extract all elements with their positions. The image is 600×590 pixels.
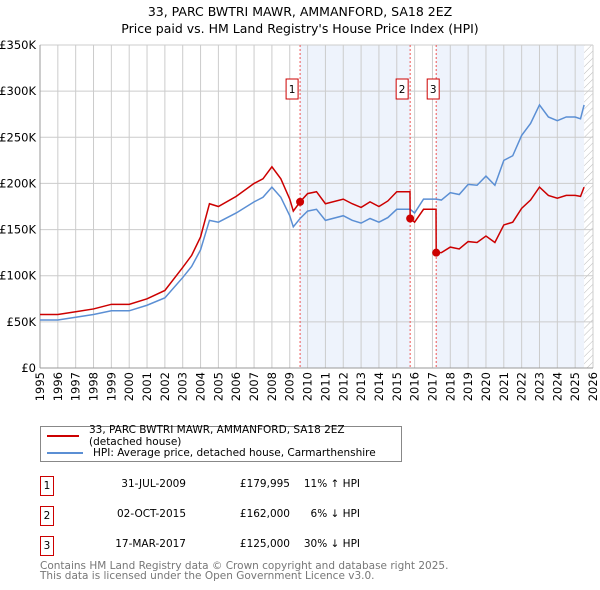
series-line: [40, 103, 585, 321]
table-row: 1 31-JUL-2009 £179,995 11% ↑ HPI: [40, 476, 440, 498]
x-tick-label: 2017: [425, 372, 439, 401]
sale-number-box: [285, 78, 299, 100]
sale-point: [296, 197, 305, 206]
x-tick-label: 2026: [586, 372, 600, 401]
legend-item-property: 33, PARC BWTRI MAWR, AMMANFORD, SA18 2EZ…: [47, 424, 401, 448]
sale-number-box: [426, 78, 440, 100]
legend: 33, PARC BWTRI MAWR, AMMANFORD, SA18 2EZ…: [40, 424, 402, 462]
x-tick-label: 2018: [443, 372, 457, 401]
x-tick-label: 2002: [158, 372, 172, 401]
y-tick-label: £50K: [7, 315, 37, 329]
legend-item-hpi: HPI: Average price, detached house, Carm…: [47, 445, 376, 461]
footer-copyright: Contains HM Land Registry data © Crown c…: [40, 560, 449, 572]
y-tick-label: £200K: [0, 176, 36, 190]
forecast-hatch: [584, 45, 593, 368]
price-chart: £0 £50K £100K £150K £200K £250K £300K £350K 1995…: [0, 38, 600, 401]
x-tick-label: 2003: [176, 372, 190, 401]
sale-point: [406, 214, 415, 223]
x-tick-label: 2020: [479, 372, 493, 401]
x-tick-label: 2022: [515, 372, 529, 401]
y-tick-label: £100K: [0, 269, 36, 283]
red-line-swatch: [47, 435, 79, 437]
legend-label: 33, PARC BWTRI MAWR, AMMANFORD, SA18 2EZ…: [88, 424, 345, 448]
sale-number-label: 2: [399, 84, 406, 96]
x-tick-label: 1997: [69, 372, 83, 401]
x-tick-label: 2021: [497, 372, 511, 401]
x-tick-label: 2004: [194, 372, 208, 401]
sale-number-box: [395, 78, 409, 100]
y-tick-label: £150K: [0, 223, 36, 237]
marker-badge: 2: [40, 506, 54, 526]
x-tick-label: 2008: [265, 372, 279, 401]
y-tick-label: £300K: [0, 84, 36, 98]
x-tick-label: 2001: [140, 372, 154, 401]
x-tick-label: 2013: [354, 372, 368, 401]
sale-point: [432, 248, 441, 257]
hpi-diff: 6% ↓ HPI: [310, 508, 360, 520]
sale-date: 31-JUL-2009: [121, 478, 186, 490]
x-tick-label: 2023: [532, 372, 546, 401]
table-row: 2 02-OCT-2015 £162,000 6% ↓ HPI: [40, 506, 440, 528]
sale-date: 17-MAR-2017: [115, 538, 186, 550]
shaded-period: [300, 45, 411, 368]
y-tick-label: £350K: [0, 38, 36, 52]
x-tick-label: 2009: [283, 372, 297, 401]
marker-badge: 1: [40, 476, 54, 496]
footer-licence: This data is licensed under the Open Gov…: [40, 570, 375, 582]
x-tick-label: 2016: [408, 372, 422, 401]
x-tick-label: 2012: [336, 372, 350, 401]
y-tick-label: £250K: [0, 130, 36, 144]
hpi-diff: 30% ↓ HPI: [303, 538, 360, 550]
sale-price: £162,000: [239, 508, 290, 520]
hpi-diff: 11% ↑ HPI: [303, 478, 360, 490]
x-tick-label: 2005: [211, 372, 225, 401]
x-tick-label: 2010: [301, 372, 315, 401]
x-tick-label: 2006: [229, 372, 243, 401]
x-tick-label: 2007: [247, 372, 261, 401]
x-tick-label: 1996: [51, 372, 65, 401]
sale-price: £179,995: [239, 478, 290, 490]
x-tick-label: 2024: [550, 372, 564, 401]
x-tick-label: 2014: [372, 372, 386, 401]
shaded-period: [436, 45, 585, 368]
sale-date: 02-OCT-2015: [117, 508, 186, 520]
x-tick-label: 2019: [461, 372, 475, 401]
x-tick-label: 2011: [318, 372, 332, 401]
x-tick-label: 1999: [104, 372, 118, 401]
legend-label: HPI: Average price, detached house, Carm…: [93, 447, 376, 459]
x-tick-label: 2000: [122, 372, 136, 401]
x-tick-label: 2025: [568, 372, 582, 401]
table-row: 3 17-MAR-2017 £125,000 30% ↓ HPI: [40, 536, 440, 558]
series-line: [40, 165, 585, 316]
sale-number-label: 1: [289, 84, 296, 96]
y-tick-label: £0: [21, 361, 36, 375]
chart-title: 33, PARC BWTRI MAWR, AMMANFORD, SA18 2EZ: [147, 4, 453, 19]
chart-subtitle: Price paid vs. HM Land Registry's House …: [121, 21, 479, 36]
sale-price: £125,000: [239, 538, 290, 550]
x-tick-label: 1998: [87, 372, 101, 401]
blue-line-swatch: [47, 452, 83, 454]
x-tick-label: 1995: [33, 372, 47, 401]
x-tick-label: 2015: [390, 372, 404, 401]
marker-badge: 3: [40, 536, 54, 556]
sale-number-label: 3: [430, 84, 437, 96]
